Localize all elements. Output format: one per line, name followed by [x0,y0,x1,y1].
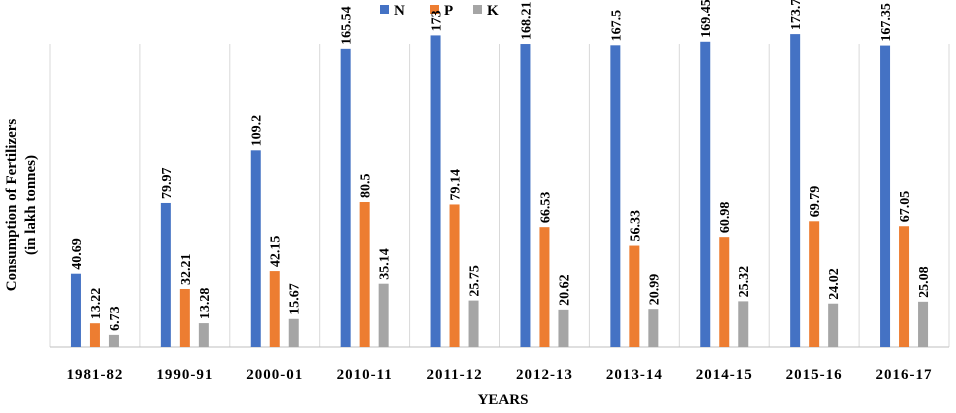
data-label-k: 13.28 [198,288,213,320]
data-label-k: 25.75 [468,265,483,297]
bar-n [790,34,801,347]
bar-k [198,323,209,347]
data-label-p: 60.98 [718,202,733,234]
data-label-n: 40.69 [70,238,85,270]
legend-swatch-n [380,5,389,14]
x-tick-label: 2016-17 [876,367,933,383]
x-tick-label: 2014-15 [696,367,753,383]
data-label-n: 109.2 [250,115,265,147]
data-label-p: 56.33 [628,210,643,242]
data-label-k: 25.08 [917,266,932,298]
data-label-n: 167.35 [879,3,894,42]
x-tick-label: 2015-16 [786,367,843,383]
legend-label-k: K [487,3,499,19]
data-label-p: 42.15 [269,236,284,268]
legend-swatch-p [430,5,439,14]
bar-k [738,301,749,347]
bar-k [648,309,659,347]
bar-p [719,237,730,347]
bar-p [809,221,820,347]
bar-n [880,45,891,347]
y-axis-title-line-2: (in lakh tonnes) [23,155,39,255]
data-label-n: 169.45 [699,0,714,38]
bar-p [539,227,550,347]
bar-p [89,323,100,347]
bar-p [629,245,640,347]
data-label-k: 15.67 [288,283,303,315]
data-label-n: 173.72 [789,0,804,30]
legend: N P K [380,3,499,19]
legend-swatch-k [473,5,482,14]
data-label-k: 24.02 [827,268,842,300]
bar-p [449,204,460,347]
legend-label-n: N [394,3,405,19]
bar-n [160,202,171,347]
bar-n [250,150,261,347]
data-label-p: 67.05 [898,191,913,223]
y-axis-title: Consumption of Fertilizers (in lakh tonn… [4,119,39,292]
x-axis-title: YEARS [478,392,529,408]
data-label-k: 6.73 [108,306,123,331]
bar-k [288,318,299,347]
plot-area: 40.69 13.22 6.73 1981-82 79.97 32.21 13.28 1990… [49,0,950,383]
bar-k [558,309,569,347]
bar-p [179,288,190,347]
data-label-n: 168.21 [519,2,534,41]
bar-k [828,303,839,347]
bar-k [108,334,119,347]
x-tick-label: 2011-12 [426,367,482,383]
data-label-k: 20.62 [557,274,572,306]
data-label-n: 167.5 [609,10,624,42]
data-label-k: 25.32 [737,266,752,298]
bar-k [918,301,929,347]
bar-p [359,202,370,347]
bar-n [610,45,621,347]
data-label-n: 173 [430,10,445,31]
x-tick-label: 2010-11 [337,367,393,383]
x-tick-label: 1981-82 [66,367,123,383]
data-label-p: 79.14 [449,169,464,201]
bar-n [340,48,351,348]
x-tick-label: 2012-13 [516,367,573,383]
data-label-p: 69.79 [808,186,823,218]
data-label-k: 20.99 [647,274,662,306]
data-label-n: 165.54 [340,6,355,45]
bar-k [378,283,389,347]
x-tick-label: 2013-14 [606,367,663,383]
bar-p [899,226,910,347]
x-tick-label: 1990-91 [156,367,213,383]
bar-p [269,271,280,347]
data-label-p: 66.53 [538,192,553,224]
bar-n [700,41,711,347]
bar-n [520,44,531,347]
data-label-p: 80.5 [359,174,374,199]
bar-n [70,273,81,347]
data-label-k: 35.14 [378,248,393,280]
bar-k [468,300,479,347]
data-label-n: 79.97 [160,167,175,199]
data-label-p: 32.21 [179,253,194,285]
data-label-p: 13.22 [89,288,104,320]
x-tick-label: 2000-01 [246,367,303,383]
legend-label-p: P [444,3,453,19]
bar-n [430,35,441,347]
y-axis-title-line-1: Consumption of Fertilizers [4,119,20,292]
